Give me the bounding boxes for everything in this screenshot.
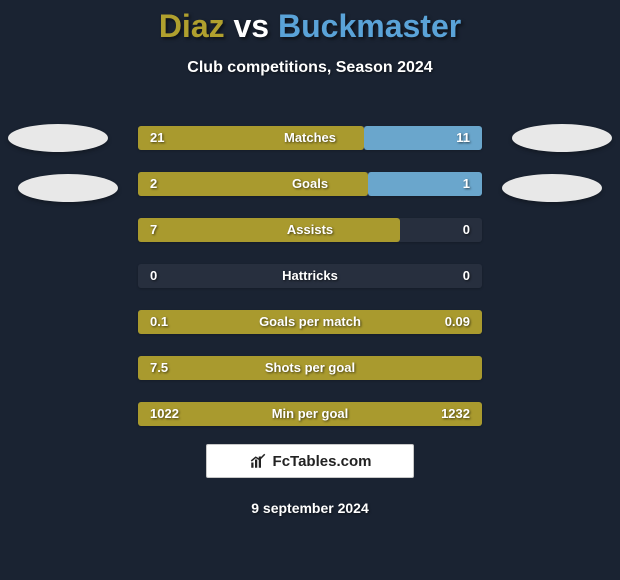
stat-row: 2111Matches [138, 126, 482, 150]
subtitle: Club competitions, Season 2024 [0, 59, 620, 77]
stat-label: Assists [138, 218, 482, 242]
stat-row: 70Assists [138, 218, 482, 242]
brand-text: FcTables.com [273, 453, 372, 470]
stat-row: 00Hattricks [138, 264, 482, 288]
stat-label: Min per goal [138, 402, 482, 426]
stat-row: 10221232Min per goal [138, 402, 482, 426]
stat-label: Hattricks [138, 264, 482, 288]
stat-row: 7.5Shots per goal [138, 356, 482, 380]
stat-row: 21Goals [138, 172, 482, 196]
vs-text: vs [234, 8, 270, 44]
date-text: 9 september 2024 [0, 500, 620, 516]
stat-label: Shots per goal [138, 356, 482, 380]
player2-badge-top [512, 124, 612, 152]
stat-label: Goals per match [138, 310, 482, 334]
player2-badge-bottom [502, 174, 602, 202]
brand-badge: FcTables.com [206, 444, 414, 478]
player2-name: Buckmaster [278, 8, 461, 44]
stat-label: Matches [138, 126, 482, 150]
brand-chart-icon [249, 452, 267, 470]
comparison-title: Diaz vs Buckmaster [0, 0, 620, 45]
stat-row: 0.10.09Goals per match [138, 310, 482, 334]
stat-label: Goals [138, 172, 482, 196]
player1-name: Diaz [159, 8, 225, 44]
stats-chart: 2111Matches 21Goals 70Assists 00Hattricks 0.… [138, 126, 482, 448]
player1-badge-bottom [18, 174, 118, 202]
player1-badge-top [8, 124, 108, 152]
